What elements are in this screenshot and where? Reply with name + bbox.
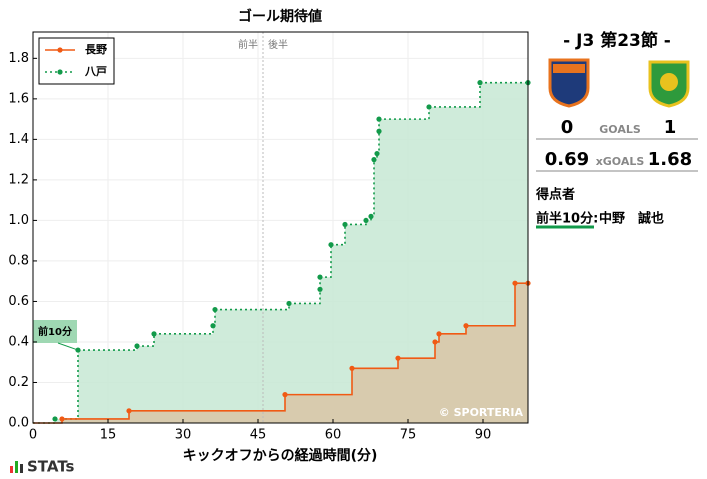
- legend-label: 八戸: [84, 65, 107, 78]
- step-line: [285, 368, 353, 396]
- point: [395, 355, 401, 361]
- point: [368, 213, 374, 219]
- legend-label: 長野: [85, 43, 107, 56]
- x-tick-label: 15: [100, 428, 117, 443]
- annotation-box: [33, 320, 77, 343]
- x-tick-label: 45: [250, 428, 267, 443]
- step-line: [398, 341, 436, 359]
- point: [151, 331, 157, 337]
- step-line: [289, 289, 321, 305]
- point: [376, 128, 382, 134]
- point: [426, 104, 432, 110]
- point: [212, 306, 218, 313]
- brand-logo: [10, 461, 23, 473]
- legend-marker: [57, 69, 63, 75]
- point: [463, 323, 469, 329]
- legend-box: [38, 37, 115, 85]
- point: [371, 157, 377, 163]
- y-tick-label: 0.4: [8, 334, 29, 349]
- step-line: [129, 394, 286, 412]
- y-tick-label: 1.4: [8, 132, 29, 147]
- point: [126, 408, 132, 414]
- step-line: [439, 325, 467, 335]
- home-logo: [548, 58, 590, 108]
- x-tick-label: 90: [475, 428, 492, 443]
- y-tick-label: 0.6: [8, 294, 29, 309]
- point: [363, 217, 369, 224]
- x-axis-label: キックオフからの経過時間(分): [183, 447, 378, 464]
- away-xg: 1.68: [648, 149, 692, 170]
- y-tick-label: 1.0: [8, 213, 29, 228]
- point: [374, 150, 380, 157]
- y-tick-label: 1.8: [8, 51, 29, 66]
- point: [286, 300, 292, 307]
- point: [134, 343, 140, 349]
- annotation: 前10分: [38, 325, 72, 338]
- plot-frame: [32, 31, 529, 424]
- step-line: [62, 410, 130, 420]
- x-tick-label: 30: [175, 428, 192, 443]
- step-line: [137, 333, 155, 347]
- point: [328, 242, 334, 248]
- y-tick-label: 0.2: [8, 375, 29, 390]
- y-tick-label: 1.6: [8, 91, 29, 106]
- point: [477, 80, 483, 86]
- point: [317, 274, 323, 280]
- step-line: [320, 244, 332, 278]
- away-logo: [648, 60, 690, 108]
- watermark: © SPORTERIA: [439, 406, 524, 419]
- home-xg: 0.69: [545, 149, 589, 170]
- step-line: [345, 220, 367, 226]
- y-tick-label: 1.2: [8, 172, 29, 187]
- point: [59, 416, 65, 422]
- area-fill: [33, 283, 528, 423]
- x-tick-label: 75: [400, 428, 417, 443]
- point: [512, 280, 518, 286]
- home-goals: 0: [561, 117, 574, 138]
- scorer-time: 前半10分:: [536, 211, 598, 227]
- goals-label: GOALS: [599, 123, 641, 136]
- point: [52, 416, 58, 422]
- period-label: 後半: [268, 38, 288, 51]
- point: [342, 221, 348, 228]
- brand: STATs: [27, 458, 75, 476]
- point: [349, 365, 355, 371]
- step-line: [379, 106, 430, 120]
- chart-title: ゴール期待値: [238, 8, 322, 25]
- point: [317, 286, 323, 292]
- step-line: [352, 358, 399, 370]
- x-tick-label: 60: [325, 428, 342, 443]
- step-line: [466, 283, 516, 327]
- y-tick-label: 0.8: [8, 253, 29, 268]
- point: [436, 331, 442, 337]
- area-fill: [33, 82, 528, 423]
- annotation-pointer: [57, 342, 79, 351]
- step-line: [429, 82, 481, 108]
- scorer-name: 中野 誠也: [599, 211, 664, 227]
- point: [376, 116, 382, 122]
- x-tick-label: 0: [29, 428, 37, 443]
- match-title: - J3 第23節 -: [563, 30, 671, 51]
- scorers-title: 得点者: [535, 187, 575, 203]
- point: [282, 392, 288, 398]
- y-tick-label: 0.0: [8, 416, 29, 431]
- xg-label: xGOALS: [596, 155, 645, 168]
- away-goals: 1: [664, 117, 677, 138]
- legend-marker: [57, 47, 63, 53]
- point: [432, 339, 438, 345]
- point: [210, 323, 216, 329]
- period-label: 前半: [238, 38, 258, 51]
